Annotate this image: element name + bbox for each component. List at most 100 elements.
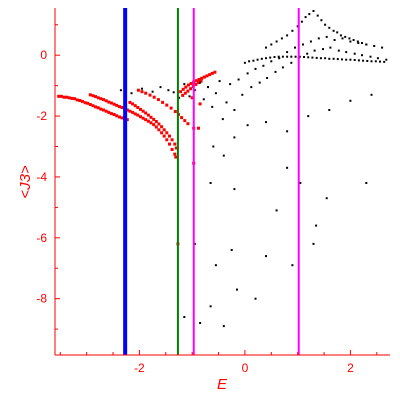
data-point: [307, 115, 310, 118]
data-point: [187, 83, 190, 87]
data-point: [91, 104, 95, 108]
y-tick-label: -6: [36, 231, 47, 245]
data-point: [241, 93, 244, 96]
data-point: [120, 116, 124, 120]
data-point: [286, 51, 289, 54]
data-point: [91, 94, 95, 98]
data-point: [162, 134, 166, 138]
data-point: [286, 34, 289, 37]
data-point: [304, 16, 307, 19]
data-point: [183, 83, 186, 86]
data-point: [290, 55, 293, 58]
data-point: [312, 242, 315, 245]
data-point: [178, 96, 180, 99]
data-point: [317, 37, 320, 40]
data-point: [198, 102, 202, 106]
data-point: [309, 40, 312, 43]
data-point: [165, 131, 169, 135]
data-point: [149, 115, 153, 119]
data-point: [274, 70, 277, 73]
data-point: [170, 148, 174, 151]
data-point: [236, 288, 238, 291]
data-point: [170, 138, 174, 142]
data-point: [197, 81, 200, 85]
data-point: [385, 58, 388, 61]
data-point: [362, 59, 365, 62]
data-point: [125, 108, 129, 112]
data-point: [349, 58, 352, 61]
data-point: [136, 106, 140, 109]
data-point: [373, 45, 376, 47]
data-point: [353, 52, 356, 55]
data-point: [189, 87, 193, 91]
data-point: [67, 96, 71, 100]
data-point: [229, 83, 232, 86]
data-point: [322, 48, 324, 51]
data-point: [140, 90, 144, 94]
data-point: [312, 10, 315, 12]
data-point: [339, 34, 342, 37]
data-point: [65, 95, 69, 99]
data-point: [160, 125, 164, 129]
data-point: [345, 58, 348, 61]
data-point: [160, 131, 164, 135]
data-point: [294, 55, 297, 58]
data-point: [133, 112, 137, 116]
data-point: [189, 82, 193, 85]
x-tick-label: 2: [347, 361, 354, 375]
data-point: [361, 54, 363, 57]
data-point: [281, 66, 284, 69]
data-point: [296, 25, 299, 28]
data-point: [328, 109, 331, 111]
data-point: [341, 37, 344, 40]
data-point: [329, 46, 332, 49]
data-point: [333, 39, 336, 41]
data-point: [254, 297, 257, 300]
data-point: [379, 60, 381, 63]
data-point: [260, 57, 263, 60]
data-point: [290, 61, 293, 64]
data-point: [222, 154, 225, 157]
data-point: [156, 98, 160, 102]
data-point: [357, 42, 360, 44]
data-point: [139, 107, 142, 111]
data-point: [370, 93, 373, 96]
data-point: [107, 110, 111, 114]
data-point: [193, 242, 196, 245]
data-point: [165, 103, 169, 107]
vertical-lines: [123, 8, 300, 355]
data-point: [352, 39, 355, 41]
data-point: [286, 130, 289, 133]
data-point: [180, 116, 184, 120]
data-point: [324, 23, 327, 26]
y-axis-title: <J3>: [17, 165, 34, 199]
data-point: [109, 112, 113, 116]
data-point: [366, 60, 369, 62]
data-point: [345, 51, 348, 54]
data-point: [211, 105, 214, 108]
data-point: [183, 91, 187, 95]
data-point: [57, 94, 61, 98]
data-point: [311, 56, 314, 59]
chart-marks: [57, 10, 388, 328]
data-point: [194, 79, 198, 83]
data-point: [199, 79, 203, 83]
data-point: [207, 86, 209, 89]
data-point: [319, 57, 322, 60]
data-point: [212, 145, 215, 148]
data-point: [324, 57, 327, 60]
data-point: [128, 109, 132, 113]
data-point: [78, 99, 82, 102]
data-point: [341, 58, 343, 61]
data-point: [325, 35, 328, 38]
data-point: [270, 43, 273, 46]
data-point: [214, 264, 217, 267]
data-point: [315, 224, 318, 227]
data-point: [144, 91, 148, 95]
data-point: [308, 13, 311, 16]
data-point: [102, 98, 105, 102]
data-point: [262, 64, 265, 67]
x-tick-label: 0: [242, 361, 249, 375]
data-point: [136, 113, 140, 117]
